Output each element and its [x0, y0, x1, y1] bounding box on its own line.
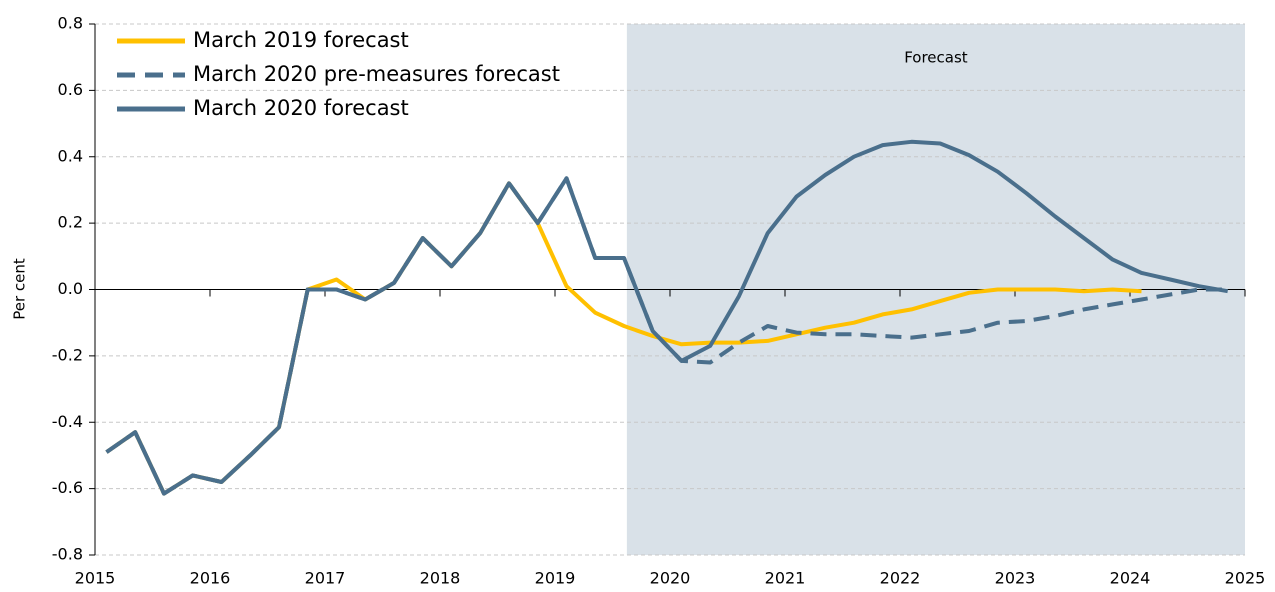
series-line [105, 139, 1229, 496]
x-tick-label: 2017 [305, 569, 346, 588]
x-tick-label: 2025 [1225, 569, 1266, 588]
y-tick-label: 0.6 [58, 80, 83, 99]
x-tick-label: 2019 [535, 569, 576, 588]
y-tick-label: 0.0 [58, 279, 83, 298]
legend-label: March 2019 forecast [193, 28, 409, 52]
x-tick-label: 2018 [420, 569, 461, 588]
y-tick-label: -0.8 [52, 545, 83, 564]
legend-label: March 2020 forecast [193, 96, 409, 120]
y-axis-label: Per cent [11, 258, 29, 320]
y-tick-label: 0.2 [58, 213, 83, 232]
y-tick-label: 0.8 [58, 14, 83, 33]
x-tick-label: 2015 [75, 569, 116, 588]
x-tick-label: 2023 [995, 569, 1036, 588]
legend-label: March 2020 pre-measures forecast [193, 62, 560, 86]
x-tick-label: 2024 [1110, 569, 1151, 588]
region-label: Forecast [904, 49, 968, 67]
x-tick-label: 2021 [765, 569, 806, 588]
y-tick-label: 0.4 [58, 146, 83, 165]
x-tick-label: 2016 [190, 569, 231, 588]
x-tick-label: 2020 [650, 569, 691, 588]
y-tick-label: -0.2 [52, 345, 83, 364]
x-tick-label: 2022 [880, 569, 921, 588]
y-tick-label: -0.4 [52, 412, 83, 431]
y-tick-label: -0.6 [52, 478, 83, 497]
